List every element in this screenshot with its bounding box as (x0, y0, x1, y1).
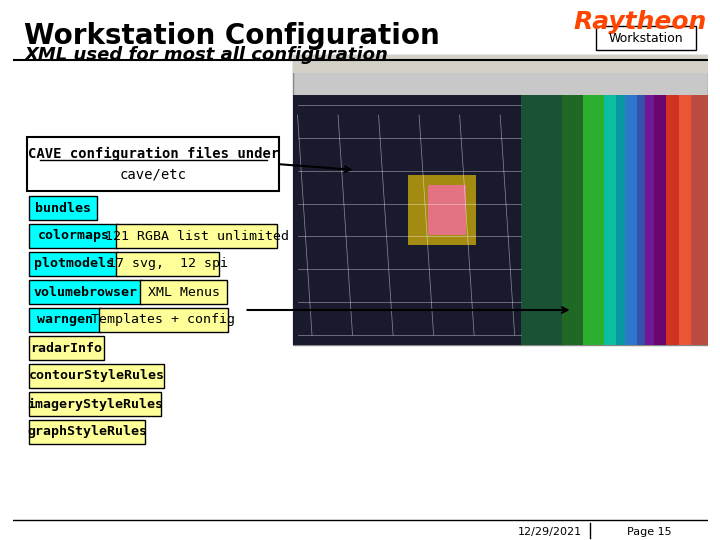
Text: plotmodels: plotmodels (34, 258, 114, 271)
FancyBboxPatch shape (293, 55, 708, 345)
Text: 12/29/2021: 12/29/2021 (518, 527, 582, 537)
Text: volumebrowser: volumebrowser (34, 286, 138, 299)
FancyBboxPatch shape (583, 95, 616, 345)
FancyBboxPatch shape (604, 95, 637, 345)
Text: Workstation: Workstation (608, 31, 683, 44)
FancyBboxPatch shape (30, 336, 104, 360)
Text: colormaps: colormaps (37, 230, 109, 242)
FancyBboxPatch shape (428, 185, 467, 235)
FancyBboxPatch shape (645, 95, 678, 345)
FancyBboxPatch shape (30, 252, 118, 276)
Text: cave/etc: cave/etc (120, 167, 186, 181)
Text: 121 RGBA list unlimited: 121 RGBA list unlimited (104, 230, 289, 242)
Text: XML Menus: XML Menus (148, 286, 220, 299)
Text: bundles: bundles (35, 201, 91, 214)
Text: radarInfo: radarInfo (30, 341, 102, 354)
FancyBboxPatch shape (30, 224, 118, 248)
Text: XML used for most all configuration: XML used for most all configuration (24, 46, 388, 64)
FancyBboxPatch shape (625, 95, 654, 345)
Text: Templates + config: Templates + config (91, 314, 235, 327)
FancyBboxPatch shape (30, 392, 161, 416)
FancyBboxPatch shape (678, 95, 708, 345)
Text: Workstation Configuration: Workstation Configuration (24, 22, 440, 50)
FancyBboxPatch shape (116, 224, 277, 248)
Text: CAVE configuration files under: CAVE configuration files under (27, 147, 279, 161)
FancyBboxPatch shape (30, 280, 142, 304)
FancyBboxPatch shape (30, 420, 145, 444)
Text: Page 15: Page 15 (627, 527, 672, 537)
Text: graphStyleRules: graphStyleRules (27, 426, 147, 438)
FancyBboxPatch shape (595, 26, 696, 50)
FancyBboxPatch shape (30, 308, 101, 332)
Text: Raytheon: Raytheon (573, 10, 707, 34)
Text: contourStyleRules: contourStyleRules (29, 369, 165, 382)
FancyBboxPatch shape (30, 196, 96, 220)
FancyBboxPatch shape (99, 308, 228, 332)
Text: 17 svg,  12 spi: 17 svg, 12 spi (108, 258, 228, 271)
Text: warngen: warngen (37, 314, 93, 327)
FancyBboxPatch shape (293, 55, 708, 73)
FancyBboxPatch shape (521, 95, 562, 345)
FancyBboxPatch shape (562, 95, 604, 345)
Text: imageryStyleRules: imageryStyleRules (27, 397, 163, 410)
FancyBboxPatch shape (666, 95, 691, 345)
FancyBboxPatch shape (140, 280, 227, 304)
FancyBboxPatch shape (408, 175, 476, 245)
FancyBboxPatch shape (27, 137, 279, 191)
FancyBboxPatch shape (116, 252, 220, 276)
FancyBboxPatch shape (293, 95, 708, 345)
FancyBboxPatch shape (30, 364, 164, 388)
